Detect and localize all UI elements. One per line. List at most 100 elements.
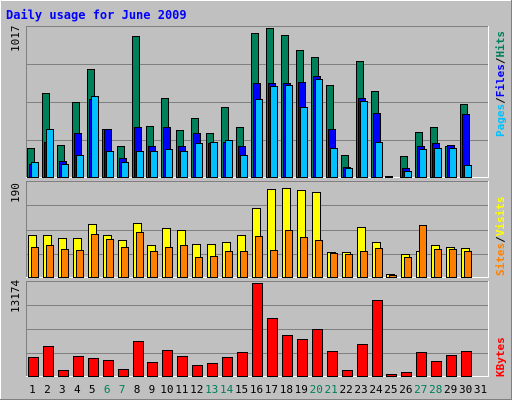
x-label-day-25: 25 bbox=[384, 383, 397, 396]
x-label-day-3: 3 bbox=[59, 383, 66, 396]
x-label-day-2: 2 bbox=[44, 383, 51, 396]
kbytes-bar-day-8 bbox=[133, 341, 144, 377]
pages-bar-day-4 bbox=[76, 155, 84, 178]
kbytes-bar-day-19 bbox=[297, 339, 308, 377]
sites-bar-day-1 bbox=[31, 247, 39, 278]
kbytes-bar-day-7 bbox=[118, 369, 129, 377]
x-label-day-14: 14 bbox=[220, 383, 234, 396]
sites-bar-day-2 bbox=[46, 245, 54, 278]
legend-separator: / bbox=[494, 97, 507, 104]
sites-bar-day-9 bbox=[150, 251, 158, 278]
pages-bar-day-28 bbox=[434, 148, 442, 178]
kbytes-bar-day-9 bbox=[147, 362, 158, 377]
sites-bar-day-6 bbox=[106, 239, 114, 278]
kbytes-bar-day-21 bbox=[327, 351, 338, 377]
sites-bar-day-30 bbox=[464, 251, 472, 278]
sites-bar-day-18 bbox=[285, 230, 293, 278]
pages-bar-day-29 bbox=[449, 148, 457, 178]
pages-bar-day-10 bbox=[165, 149, 173, 178]
x-label-day-15: 15 bbox=[235, 383, 248, 396]
kbytes-bar-day-22 bbox=[342, 370, 353, 377]
pages-bar-day-19 bbox=[300, 107, 308, 178]
pages-bar-day-20 bbox=[315, 79, 323, 178]
pages-bar-day-2 bbox=[46, 129, 54, 178]
kbytes-bar-day-12 bbox=[192, 365, 203, 377]
pages-bar-day-6 bbox=[106, 151, 114, 178]
kbytes-bar-day-4 bbox=[73, 356, 84, 377]
sites-bar-day-12 bbox=[195, 257, 203, 278]
kbytes-panel-max-label: 13174 bbox=[9, 280, 22, 313]
sites-bar-day-23 bbox=[360, 251, 368, 278]
kbytes-bar-day-3 bbox=[58, 370, 69, 377]
legend-files: Files bbox=[494, 64, 507, 97]
pages-bar-day-21 bbox=[330, 148, 338, 178]
pages-bar-day-8 bbox=[136, 151, 144, 178]
sites-bar-day-8 bbox=[136, 232, 144, 278]
hits-bar-day-25 bbox=[385, 176, 393, 178]
x-label-day-11: 11 bbox=[175, 383, 188, 396]
kbytes-bar-day-14 bbox=[222, 357, 233, 377]
x-label-day-24: 24 bbox=[369, 383, 383, 396]
kbytes-bar-day-16 bbox=[252, 283, 263, 377]
x-label-day-9: 9 bbox=[149, 383, 156, 396]
kbytes-bar-day-2 bbox=[43, 346, 54, 377]
sites-bar-day-28 bbox=[434, 249, 442, 278]
pages-bar-day-11 bbox=[180, 151, 188, 178]
sites-bar-day-13 bbox=[210, 256, 218, 278]
x-label-day-18: 18 bbox=[280, 383, 293, 396]
x-label-day-22: 22 bbox=[339, 383, 352, 396]
pages-bar-day-3 bbox=[61, 164, 69, 178]
chart-bars bbox=[27, 28, 472, 377]
x-label-day-4: 4 bbox=[74, 383, 81, 396]
x-label-day-27: 27 bbox=[414, 383, 427, 396]
sites-bar-day-20 bbox=[315, 240, 323, 278]
x-label-day-16: 16 bbox=[250, 383, 263, 396]
x-label-day-21: 21 bbox=[325, 383, 338, 396]
svg-text:Pages/Files/Hits: Pages/Files/Hits bbox=[494, 31, 507, 137]
kbytes-bar-day-6 bbox=[103, 360, 114, 377]
kbytes-bar-day-27 bbox=[416, 352, 427, 377]
legend-hits: Hits bbox=[494, 31, 507, 58]
visits-panel-max-label: 190 bbox=[9, 183, 22, 203]
pages-bar-day-16 bbox=[255, 99, 263, 178]
kbytes-bar-day-10 bbox=[162, 350, 173, 377]
legend-separator: / bbox=[494, 236, 507, 243]
x-label-day-20: 20 bbox=[310, 383, 323, 396]
x-label-day-13: 13 bbox=[205, 383, 218, 396]
sites-bar-day-26 bbox=[404, 257, 412, 278]
kbytes-bar-day-11 bbox=[177, 356, 188, 377]
sites-bar-day-5 bbox=[91, 234, 99, 278]
kbytes-bar-day-24 bbox=[372, 300, 383, 377]
kbytes-bar-day-28 bbox=[431, 361, 442, 377]
sites-bar-day-3 bbox=[61, 249, 69, 278]
legend-visits: Visits bbox=[494, 197, 507, 237]
sites-bar-day-4 bbox=[76, 250, 84, 278]
kbytes-bar-day-20 bbox=[312, 329, 323, 377]
svg-text:KBytes: KBytes bbox=[494, 337, 507, 377]
sites-bar-day-24 bbox=[375, 248, 383, 278]
x-label-day-7: 7 bbox=[119, 383, 126, 396]
kbytes-bar-day-5 bbox=[88, 358, 99, 377]
sites-bar-day-29 bbox=[449, 249, 457, 278]
kbytes-bar-day-29 bbox=[446, 355, 457, 377]
sites-bar-day-25 bbox=[389, 275, 397, 278]
x-label-day-29: 29 bbox=[444, 383, 457, 396]
x-label-day-31: 31 bbox=[474, 383, 487, 396]
legend-sites: Sites bbox=[494, 243, 507, 276]
pages-bar-day-26 bbox=[404, 171, 412, 178]
sites-bar-day-21 bbox=[330, 253, 338, 278]
kbytes-bar-day-30 bbox=[461, 351, 472, 377]
x-label-day-8: 8 bbox=[134, 383, 141, 396]
sites-bar-day-27 bbox=[419, 225, 427, 278]
x-axis-day-labels: 1 2 3 4 5 6 7 8 9 10 11 12 13 14 15 16 17 18 19 20 21 22 23 24 2… bbox=[29, 383, 487, 396]
sites-bar-day-16 bbox=[255, 236, 263, 278]
kbytes-bar-day-15 bbox=[237, 352, 248, 377]
pages-bar-day-22 bbox=[345, 168, 353, 178]
svg-text:Sites/Visits: Sites/Visits bbox=[494, 197, 507, 277]
visits-panel-legend: Sites/Visits bbox=[494, 197, 507, 277]
sites-bar-day-11 bbox=[180, 245, 188, 278]
kbytes-bar-day-1 bbox=[28, 357, 39, 377]
sites-bar-day-15 bbox=[240, 251, 248, 278]
sites-bar-day-19 bbox=[300, 237, 308, 278]
